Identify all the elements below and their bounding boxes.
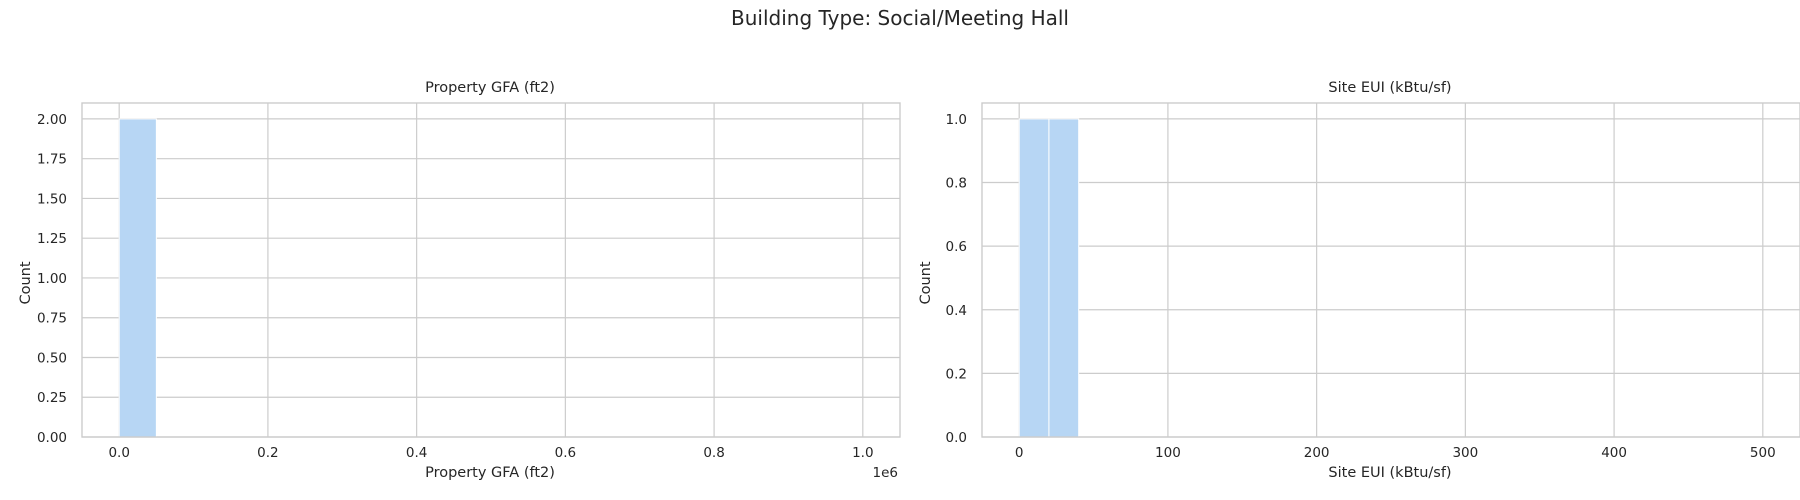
figure-title: Building Type: Social/Meeting Hall [731,6,1069,30]
histogram-bar [1018,118,1050,438]
x-tick-label: 0.0 [108,445,129,461]
x-tick-label: 0.4 [406,445,427,461]
y-tick-label: 0.6 [946,239,967,255]
x-tick-label: 200 [1304,445,1330,461]
chart-property-gfa: Property GFA (ft2) Property GFA (ft2) Co… [18,80,901,481]
y-tick-label: 1.25 [37,231,67,247]
x-axis-offset-label: 1e6 [873,465,898,481]
x-tick-label: 500 [1750,445,1776,461]
y-tick-label: 0.2 [946,366,967,382]
y-tick-label: 0.0 [946,430,967,446]
y-axis-label: Count [18,261,34,304]
x-tick-label: 300 [1452,445,1478,461]
x-tick-label: 0.2 [257,445,278,461]
y-tick-label: 2.00 [37,112,67,128]
chart-title: Property GFA (ft2) [425,80,555,96]
y-tick-label: 1.0 [946,112,967,128]
y-tick-label: 1.00 [37,271,67,287]
x-axis-label: Site EUI (kBtu/sf) [1328,465,1451,481]
y-tick-label: 0.75 [37,311,67,327]
y-tick-label: 0.50 [37,350,67,366]
chart-site-eui: Site EUI (kBtu/sf) Site EUI (kBtu/sf) Co… [918,80,1800,481]
x-tick-label: 0.6 [555,445,576,461]
x-tick-label: 0.8 [703,445,724,461]
y-tick-label: 1.75 [37,152,67,168]
histogram-bar [118,118,157,438]
x-tick-label: 400 [1601,445,1627,461]
x-tick-label: 0 [1015,445,1024,461]
y-tick-label: 0.8 [946,176,967,192]
x-tick-label: 1.0 [852,445,873,461]
axes-frame [81,102,901,438]
y-tick-label: 0.00 [37,430,67,446]
axes-frame [981,102,1800,438]
x-tick-label: 100 [1155,445,1181,461]
histogram-bar [1048,118,1080,438]
y-tick-label: 0.4 [946,303,967,319]
y-axis-label: Count [918,261,934,304]
y-tick-label: 0.25 [37,390,67,406]
y-tick-label: 1.50 [37,191,67,207]
chart-title: Site EUI (kBtu/sf) [1328,80,1451,96]
x-axis-label: Property GFA (ft2) [425,465,555,481]
